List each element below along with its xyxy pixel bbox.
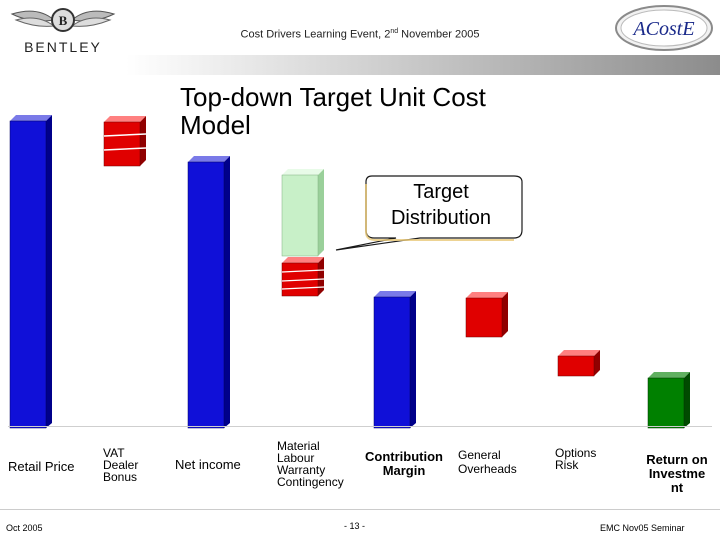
bar-retail-price	[9, 115, 52, 429]
footer-divider	[0, 509, 720, 510]
slide-title: Top-down Target Unit Cost Model	[180, 82, 486, 140]
bar-target-distribution	[281, 169, 324, 257]
label-vat-dealer-bonus: VAT Dealer Bonus	[103, 446, 139, 484]
footer-date: Oct 2005	[6, 523, 43, 533]
bar-general-overheads	[465, 292, 508, 338]
bar-net-income	[187, 156, 230, 429]
footer-page-number: - 13 -	[344, 521, 366, 531]
bar-contribution-margin	[373, 291, 416, 429]
target-distribution-callout	[335, 175, 523, 251]
label-retail-price: Retail Price	[8, 459, 75, 474]
footer-seminar: EMC Nov05 Seminar	[600, 523, 685, 533]
bar-vat-dealer-bonus	[103, 116, 147, 167]
bentley-wordmark: BENTLEY	[24, 39, 102, 55]
header-gradient-bar	[126, 55, 720, 75]
event-header: Cost Drivers Learning Event, 2nd Novembe…	[240, 28, 480, 41]
svg-text:B: B	[59, 13, 68, 28]
acoste-logo: ACostE	[615, 5, 713, 51]
bar-options-risk	[557, 350, 600, 377]
callout-text: Target Distribution	[390, 181, 492, 229]
label-return-on-investment: Return on Investme nt	[646, 452, 708, 495]
bentley-logo: B BENTLEY	[10, 8, 116, 55]
label-cost-components: Material Labour Warranty Contingency	[277, 439, 344, 489]
label-contribution-margin: Contribution Margin	[365, 449, 443, 478]
label-options-risk: Options Risk	[555, 446, 597, 472]
acoste-wordmark: ACostE	[631, 18, 694, 40]
bar-return-on-investment	[647, 372, 690, 429]
label-net-income: Net income	[175, 457, 241, 472]
chart-baseline	[8, 426, 712, 427]
label-general-overheads: General Overheads	[458, 448, 517, 476]
bar-material-labour	[281, 257, 325, 297]
